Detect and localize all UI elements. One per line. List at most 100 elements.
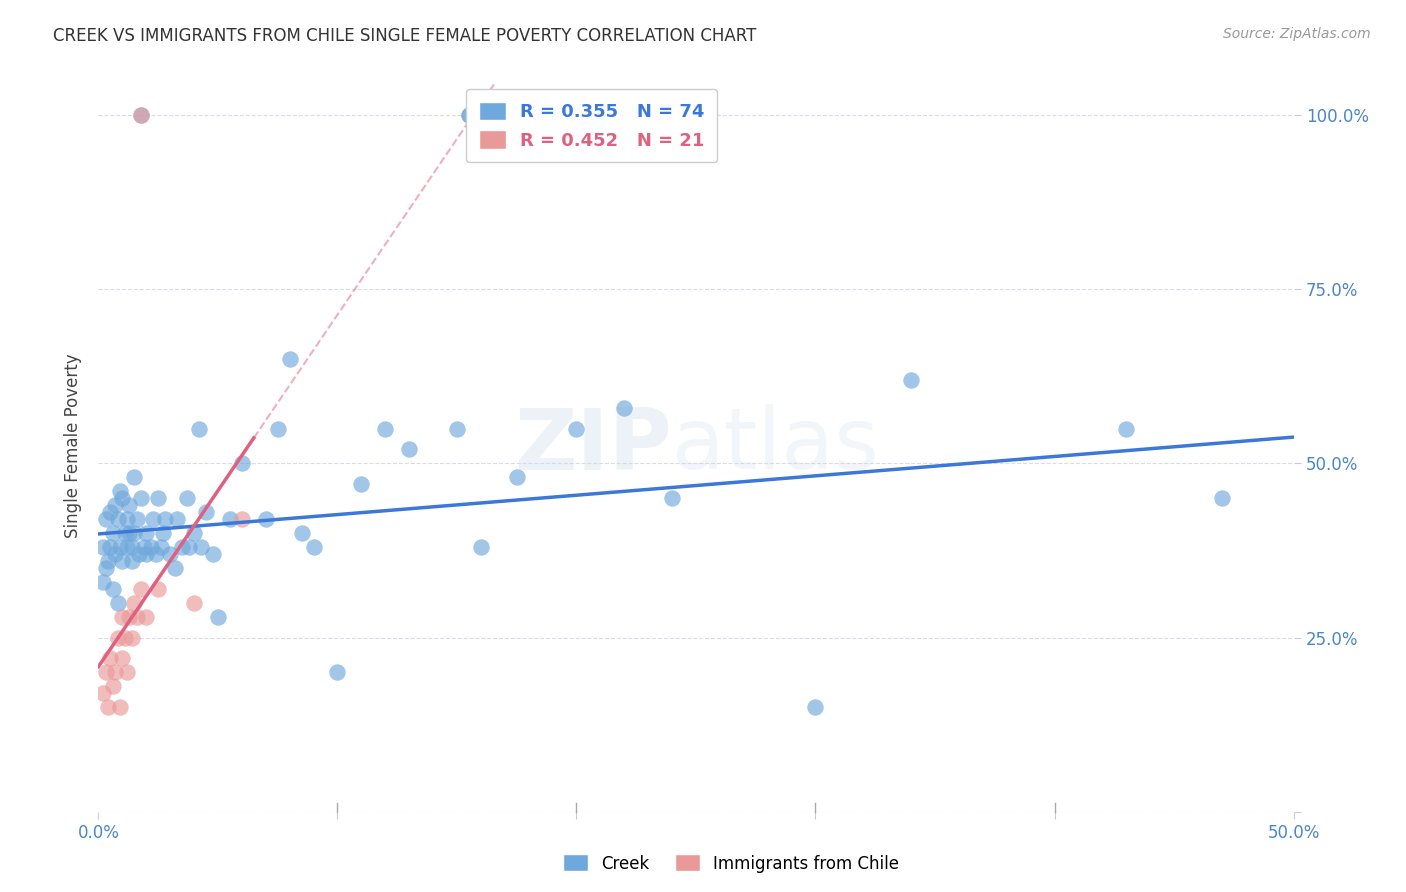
Point xyxy=(121,540,143,554)
Point xyxy=(115,665,138,680)
Point xyxy=(118,609,141,624)
Point xyxy=(278,351,301,366)
Text: Source: ZipAtlas.com: Source: ZipAtlas.com xyxy=(1223,27,1371,41)
Point xyxy=(148,491,170,506)
Point xyxy=(326,665,349,680)
Point xyxy=(124,596,146,610)
Point xyxy=(128,547,150,561)
Point xyxy=(166,512,188,526)
Point xyxy=(179,540,201,554)
Point xyxy=(565,421,588,435)
Point xyxy=(131,108,153,122)
Legend: R = 0.355   N = 74, R = 0.452   N = 21: R = 0.355 N = 74, R = 0.452 N = 21 xyxy=(465,89,717,162)
Point xyxy=(101,679,124,693)
Point xyxy=(94,512,117,526)
Point xyxy=(132,540,155,554)
Point xyxy=(104,547,127,561)
Point xyxy=(94,665,117,680)
Point xyxy=(139,540,162,554)
Point xyxy=(111,651,134,665)
Point xyxy=(159,547,181,561)
Point xyxy=(91,540,114,554)
Point xyxy=(506,470,529,484)
Point xyxy=(613,401,636,415)
Point xyxy=(446,421,468,435)
Point xyxy=(114,631,136,645)
Point xyxy=(302,540,325,554)
Point xyxy=(118,498,141,512)
Point xyxy=(101,582,124,596)
Point xyxy=(804,700,827,714)
Point xyxy=(107,631,129,645)
Point xyxy=(91,686,114,700)
Legend: Creek, Immigrants from Chile: Creek, Immigrants from Chile xyxy=(557,847,905,880)
Point xyxy=(148,582,170,596)
Point xyxy=(115,540,138,554)
Point xyxy=(125,609,148,624)
Point xyxy=(114,526,136,541)
Point xyxy=(97,700,120,714)
Point xyxy=(98,540,122,554)
Point xyxy=(101,526,124,541)
Point xyxy=(900,373,922,387)
Point xyxy=(374,421,396,435)
Point xyxy=(458,108,481,122)
Point xyxy=(107,512,129,526)
Point xyxy=(98,651,122,665)
Point xyxy=(108,540,131,554)
Point xyxy=(131,108,153,122)
Point xyxy=(172,540,194,554)
Point xyxy=(97,554,120,568)
Point xyxy=(350,477,373,491)
Point xyxy=(118,526,141,541)
Point xyxy=(231,512,253,526)
Point xyxy=(111,609,134,624)
Point xyxy=(470,540,492,554)
Point xyxy=(149,540,172,554)
Point xyxy=(98,505,122,519)
Point xyxy=(398,442,420,457)
Point xyxy=(152,526,174,541)
Point xyxy=(145,547,167,561)
Point xyxy=(135,609,157,624)
Point xyxy=(187,421,209,435)
Point xyxy=(183,526,205,541)
Point xyxy=(94,561,117,575)
Point xyxy=(107,596,129,610)
Point xyxy=(163,561,186,575)
Point xyxy=(155,512,177,526)
Text: atlas: atlas xyxy=(672,404,880,488)
Point xyxy=(190,540,212,554)
Point xyxy=(125,512,148,526)
Point xyxy=(202,547,225,561)
Text: ZIP: ZIP xyxy=(515,404,672,488)
Point xyxy=(131,582,153,596)
Point xyxy=(121,554,143,568)
Point xyxy=(131,491,153,506)
Point xyxy=(267,421,290,435)
Point xyxy=(104,665,127,680)
Point xyxy=(183,596,205,610)
Point xyxy=(254,512,277,526)
Point xyxy=(135,526,157,541)
Point xyxy=(231,457,253,471)
Point xyxy=(661,491,683,506)
Y-axis label: Single Female Poverty: Single Female Poverty xyxy=(65,354,83,538)
Point xyxy=(121,631,143,645)
Point xyxy=(124,470,146,484)
Point xyxy=(108,700,131,714)
Point xyxy=(135,547,157,561)
Point xyxy=(108,484,131,499)
Point xyxy=(1211,491,1233,506)
Point xyxy=(176,491,198,506)
Point xyxy=(142,512,165,526)
Point xyxy=(91,574,114,589)
Point xyxy=(207,609,229,624)
Text: CREEK VS IMMIGRANTS FROM CHILE SINGLE FEMALE POVERTY CORRELATION CHART: CREEK VS IMMIGRANTS FROM CHILE SINGLE FE… xyxy=(53,27,756,45)
Point xyxy=(195,505,218,519)
Point xyxy=(104,498,127,512)
Point xyxy=(219,512,242,526)
Point xyxy=(458,108,481,122)
Point xyxy=(111,554,134,568)
Point xyxy=(1115,421,1137,435)
